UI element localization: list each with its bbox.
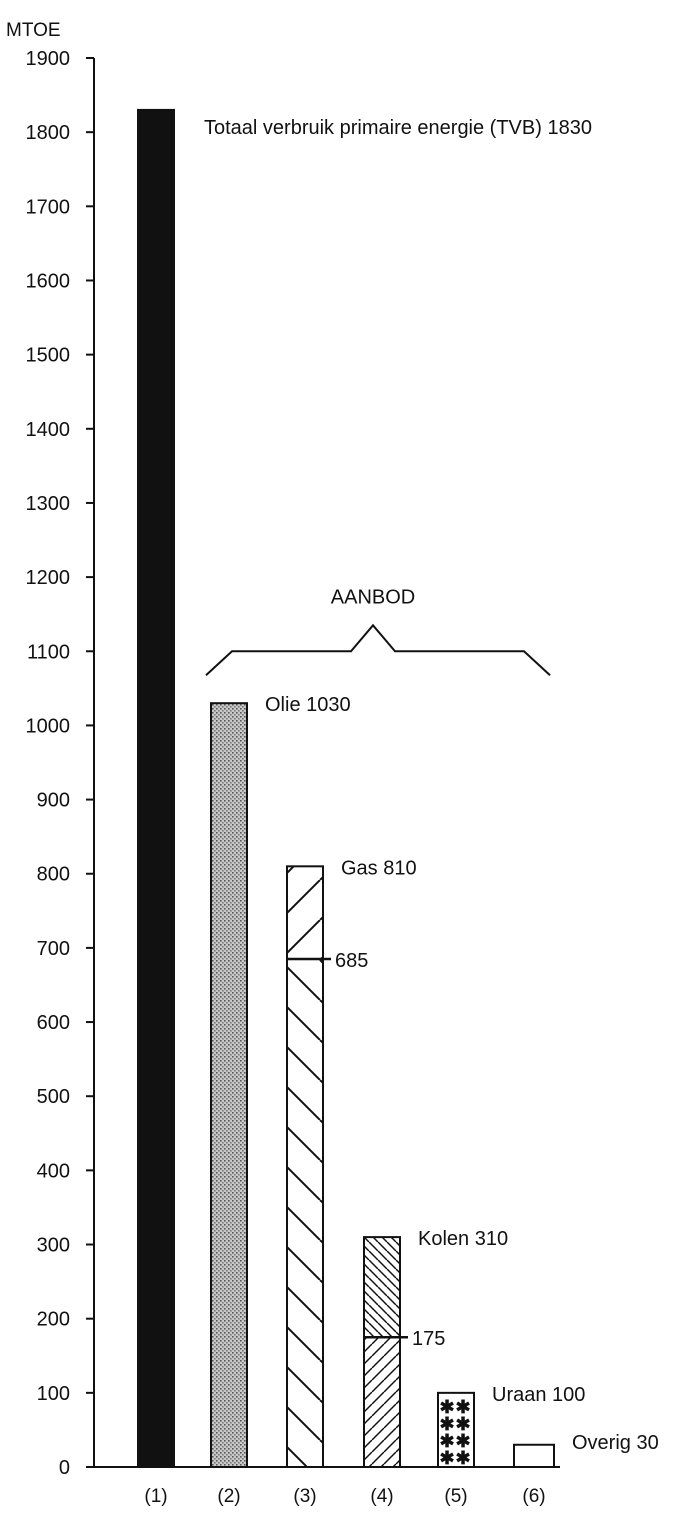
y-tick-label: 600 — [37, 1012, 70, 1034]
asterisk-mark: ✱ — [439, 1431, 454, 1451]
aanbod-brace — [205, 623, 551, 676]
y-tick-label: 900 — [37, 790, 70, 812]
category-label: (5) — [444, 1486, 467, 1507]
category-label: (6) — [522, 1486, 545, 1507]
bar-value-label-kolen: Kolen 310 — [418, 1228, 508, 1250]
bar-uraan — [437, 1391, 475, 1469]
asterisk-mark: ✱ — [455, 1397, 470, 1417]
y-tick-label: 1000 — [26, 715, 71, 737]
bar-totaal — [137, 108, 175, 1469]
y-tick-label: 400 — [37, 1160, 70, 1182]
split-label-gas: 685 — [335, 950, 368, 972]
y-tick-label: 1300 — [26, 493, 71, 515]
bar-value-label-olie: Olie 1030 — [265, 694, 351, 716]
bar-olie — [210, 702, 248, 1468]
category-label: (1) — [144, 1486, 167, 1507]
y-tick-label: 500 — [37, 1086, 70, 1108]
category-label: (2) — [217, 1486, 240, 1507]
y-tick-label: 1700 — [26, 196, 71, 218]
bar-value-label-gas: Gas 810 — [341, 857, 417, 879]
category-labels-group: (1) (2) (3) (4) (5) (6) — [144, 1486, 545, 1507]
bar-value-label-uraan: Uraan 100 — [492, 1384, 585, 1406]
y-tick-label: 700 — [37, 938, 70, 960]
asterisk-mark: ✱ — [455, 1431, 470, 1451]
y-tick-label: 200 — [37, 1309, 70, 1331]
asterisk-mark: ✱ — [455, 1414, 470, 1434]
aanbod-label: AANBOD — [331, 586, 415, 608]
y-axis-title: MTOE — [6, 20, 61, 41]
asterisk-mark: ✱ — [439, 1397, 454, 1417]
y-tick-label: 300 — [37, 1235, 70, 1257]
y-tick-label: 1900 — [26, 48, 71, 70]
y-tick-label: 1400 — [26, 419, 71, 441]
y-tick-label: 1600 — [26, 270, 71, 292]
y-tick-label: 1500 — [26, 345, 71, 367]
asterisk-mark: ✱ — [439, 1448, 454, 1468]
bar-gas-lower — [286, 958, 324, 1468]
category-label: (4) — [370, 1486, 393, 1507]
split-label-kolen: 175 — [412, 1328, 445, 1350]
bar-overig — [513, 1443, 555, 1469]
bar-labels-group: Totaal verbruik primaire energie (TVB) 1… — [204, 117, 659, 1454]
asterisk-mark: ✱ — [439, 1414, 454, 1434]
aanbod-brace-group: AANBOD — [205, 586, 551, 676]
bar-kolen-lower — [363, 1336, 401, 1468]
y-tick-label: 0 — [59, 1457, 70, 1479]
y-tick-label: 100 — [37, 1383, 70, 1405]
y-tick-label: 1100 — [27, 641, 70, 663]
category-label: (3) — [293, 1486, 316, 1507]
y-tick-label: 800 — [37, 864, 70, 886]
y-tick-label: 1800 — [26, 122, 71, 144]
bars-group: ✱ ✱✱ ✱✱ ✱✱ ✱ — [137, 108, 555, 1469]
y-axis-ticks: 0 100 200 300 400 500 600 700 800 900 1000 1100 1200… — [26, 48, 94, 1479]
bar-kolen-upper — [363, 1236, 401, 1339]
bar-value-label-totaal: Totaal verbruik primaire energie (TVB) 1… — [204, 117, 592, 139]
bar-gas-upper — [286, 865, 324, 961]
asterisk-mark: ✱ — [455, 1448, 470, 1468]
bar-value-label-overig: Overig 30 — [572, 1432, 659, 1454]
y-tick-label: 1200 — [26, 567, 71, 589]
